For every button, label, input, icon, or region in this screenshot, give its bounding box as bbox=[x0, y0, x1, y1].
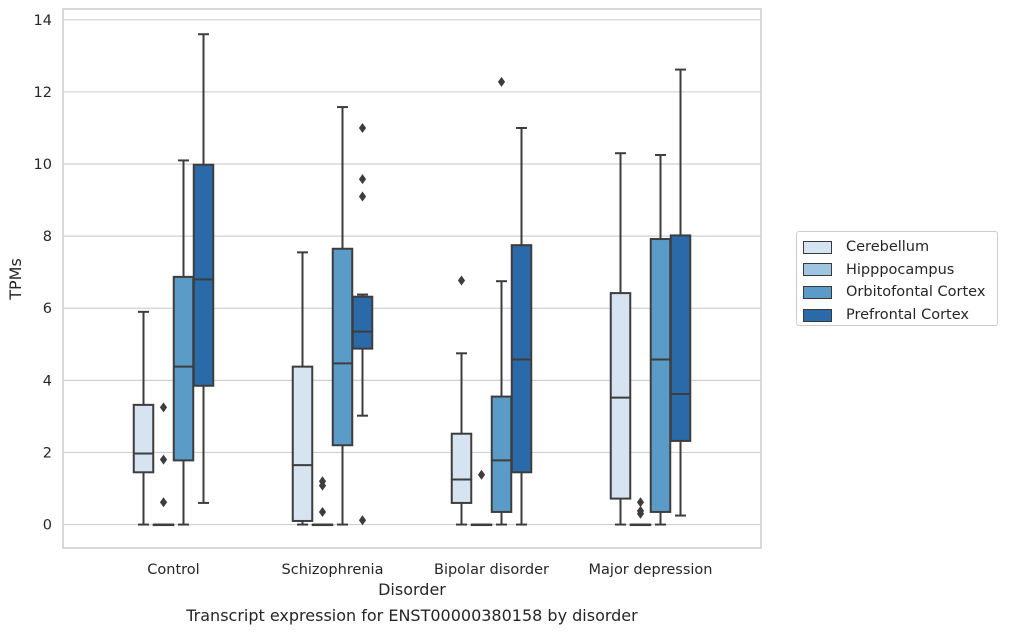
legend-label-hippocampus: Hipppocampus bbox=[846, 261, 955, 278]
iqr-box bbox=[331, 247, 354, 447]
outlier-point bbox=[318, 480, 327, 491]
box-cerebellum bbox=[450, 275, 473, 526]
box-prefrontal-cortex bbox=[669, 68, 692, 517]
y-axis-label: TPMs bbox=[6, 258, 25, 301]
box-cerebellum bbox=[132, 310, 155, 526]
iqr-box bbox=[132, 403, 155, 474]
outlier-point bbox=[159, 402, 168, 413]
x-tick-label: Major depression bbox=[589, 562, 713, 578]
iqr-box bbox=[490, 395, 513, 513]
y-tick-label: 8 bbox=[43, 229, 52, 245]
iqr-box bbox=[609, 292, 632, 500]
iqr-box bbox=[669, 234, 692, 442]
iqr-box bbox=[172, 275, 195, 462]
legend-swatch-cerebellum bbox=[803, 240, 832, 254]
box-cerebellum bbox=[609, 152, 632, 526]
outlier-point bbox=[358, 191, 367, 202]
legend: Cerebellum Hipppocampus Orbitofontal Cor… bbox=[796, 231, 998, 326]
y-tick-label: 6 bbox=[43, 301, 52, 317]
outlier-point bbox=[477, 469, 486, 480]
box-prefrontal-cortex bbox=[510, 126, 533, 526]
legend-label-orbitofrontal: Orbitofontal Cortex bbox=[846, 284, 986, 301]
outlier-point bbox=[358, 174, 367, 185]
iqr-box bbox=[192, 163, 215, 387]
box-hipppocampus bbox=[311, 476, 334, 527]
outlier-point bbox=[358, 515, 367, 526]
outlier-point bbox=[457, 275, 466, 286]
iqr-box bbox=[450, 432, 473, 504]
y-tick-label: 10 bbox=[34, 157, 52, 173]
x-tick-label: Bipolar disorder bbox=[434, 562, 549, 578]
legend-label-prefrontal: Prefrontal Cortex bbox=[846, 307, 969, 324]
outlier-point bbox=[497, 76, 506, 87]
legend-swatch-orbitofrontal bbox=[803, 285, 832, 299]
iqr-box bbox=[291, 365, 314, 522]
x-axis-label: Disorder bbox=[378, 580, 446, 599]
outlier-point bbox=[636, 508, 645, 519]
y-tick-label: 0 bbox=[43, 518, 52, 534]
box-hipppocampus bbox=[470, 469, 493, 527]
iqr-box bbox=[649, 238, 672, 513]
outlier-point bbox=[636, 497, 645, 508]
legend-item-orbitofrontal: Orbitofontal Cortex bbox=[803, 281, 997, 304]
x-tick-label: Schizophrenia bbox=[282, 562, 384, 578]
y-tick-label: 4 bbox=[43, 373, 52, 389]
box-prefrontal-cortex bbox=[351, 122, 374, 526]
outlier-point bbox=[318, 506, 327, 517]
y-tick-label: 12 bbox=[34, 85, 52, 101]
outlier-point bbox=[159, 454, 168, 465]
y-tick-label: 14 bbox=[34, 13, 52, 29]
box-prefrontal-cortex bbox=[192, 33, 215, 504]
legend-swatch-hippocampus bbox=[803, 263, 832, 277]
legend-label-cerebellum: Cerebellum bbox=[846, 239, 930, 256]
legend-item-hippocampus: Hipppocampus bbox=[803, 259, 997, 282]
outlier-point bbox=[358, 122, 367, 133]
box-orbitofontal-cortex bbox=[490, 76, 513, 526]
box-cerebellum bbox=[291, 251, 314, 526]
outlier-point bbox=[159, 497, 168, 508]
box-hipppocampus bbox=[629, 497, 652, 527]
legend-swatch-prefrontal bbox=[803, 308, 832, 322]
figure-caption: Transcript expression for ENST0000038015… bbox=[186, 606, 638, 625]
box-hipppocampus bbox=[152, 402, 175, 527]
x-tick-label: Control bbox=[147, 562, 199, 578]
y-tick-label: 2 bbox=[43, 445, 52, 461]
iqr-box bbox=[351, 295, 374, 350]
legend-item-cerebellum: Cerebellum bbox=[803, 236, 997, 259]
legend-item-prefrontal: Prefrontal Cortex bbox=[803, 304, 997, 327]
